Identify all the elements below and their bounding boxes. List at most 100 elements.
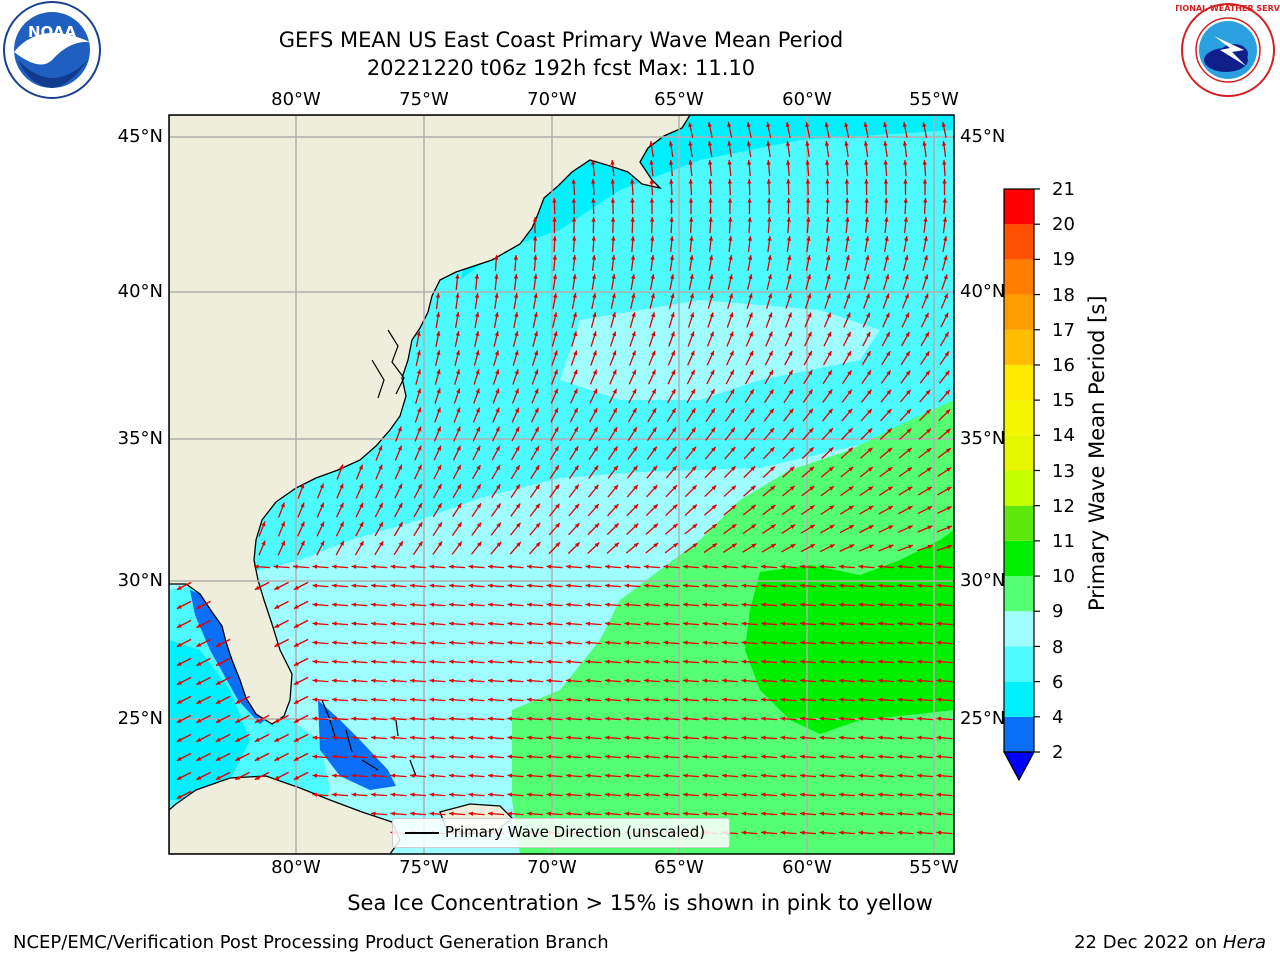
wave-arrow [351,792,368,797]
wave-arrow [916,602,934,607]
wave-arrow [684,484,698,498]
wave-arrow [471,483,482,499]
wave-arrow [762,466,776,478]
colorbar-tick-9: 9 [1052,601,1064,622]
wave-arrow [746,312,753,328]
wave-arrow [920,312,930,328]
wave-arrow [897,564,914,569]
wave-arrow [471,541,482,555]
wave-arrow [643,754,661,759]
wave-arrow [921,274,929,290]
wave-arrow [331,640,349,645]
wave-arrow [588,445,599,461]
wave-arrow [176,600,192,610]
wave-arrow [819,583,836,588]
wave-arrow [452,502,462,518]
wave-arrow [689,216,694,234]
wave-arrow [878,544,894,552]
wave-arrow [688,197,694,215]
wave-arrow [761,543,777,553]
wave-arrow [668,331,675,347]
wave-arrow [765,312,773,328]
wave-arrow [546,697,563,702]
wave-arrow [819,811,836,816]
wave-arrow [526,602,544,607]
wave-arrow [898,466,913,478]
wave-arrow [429,640,446,645]
wave-arrow [741,754,758,759]
wave-arrow [494,273,499,291]
wave-arrow [393,521,404,537]
wave-arrow [742,523,757,535]
wave-arrow [645,503,659,517]
wave-arrow [610,197,616,215]
wave-arrow [840,447,854,459]
wave-arrow [805,159,810,177]
wave-arrow [783,408,794,422]
wave-arrow [415,388,422,404]
wave-arrow [668,312,675,328]
wave-arrow [390,716,407,721]
wave-arrow [766,255,772,271]
wave-arrow [918,447,932,459]
wave-arrow [451,522,463,536]
wave-arrow [409,697,427,702]
lon-label-top-65w: 65°W [654,89,704,110]
wave-arrow [278,502,285,518]
wave-arrow [746,274,753,290]
wave-arrow [433,445,442,461]
wave-arrow [942,159,947,177]
wave-arrow [682,564,700,569]
wave-arrow [590,159,596,177]
wave-arrow [687,312,695,328]
wave-direction-arrows [176,122,953,835]
wave-arrow [881,331,891,347]
wave-arrow [258,540,266,556]
wave-arrow [390,640,407,645]
wave-arrow [196,771,211,781]
wave-arrow [725,350,735,366]
wave-arrow [916,735,934,740]
wave-arrow [274,714,289,724]
wave-arrow [604,678,622,683]
wave-arrow [708,235,714,253]
wave-arrow [643,773,661,778]
wave-arrow [721,659,739,664]
wave-arrow [546,640,563,645]
wave-arrow [767,216,772,234]
wave-arrow [780,830,797,835]
wave-arrow [455,273,460,291]
wave-arrow [487,621,505,626]
wave-arrow [877,792,895,797]
wave-arrow [429,697,446,702]
wave-arrow [702,811,719,816]
colorbar-band [1004,646,1034,682]
wave-arrow [682,602,700,607]
wave-arrow [448,564,466,569]
wave-arrow [351,678,368,683]
wave-arrow [492,407,500,423]
wave-arrow [627,446,638,460]
wave-arrow [626,503,639,517]
wave-arrow [474,273,480,291]
wave-arrow [468,659,485,664]
wave-arrow [741,583,758,588]
wave-arrow [507,754,524,759]
colorbar-tick-10: 10 [1052,566,1075,587]
wave-arrow [825,197,830,215]
wave-arrow [880,370,892,384]
lon-label-top-60w: 60°W [782,89,832,110]
wave-arrow [552,254,558,272]
wave-arrow [604,754,622,759]
wave-arrow [370,621,388,626]
colorbar [1002,188,1040,782]
wave-arrow [781,543,796,553]
wave-arrow [843,293,851,309]
wave-arrow [805,274,812,290]
colorbar-tick-8: 8 [1052,637,1064,658]
wave-arrow [293,771,309,781]
colorbar-tick-13: 13 [1052,461,1075,482]
wave-arrow [799,754,817,759]
wave-arrow [839,544,855,552]
wave-arrow [274,600,289,610]
